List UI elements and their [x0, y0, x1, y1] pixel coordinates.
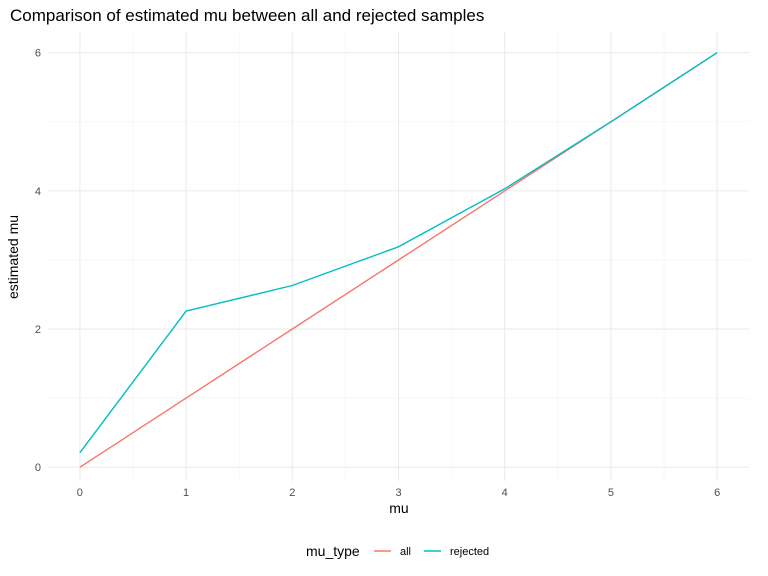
y-axis-title: estimated mu [5, 215, 21, 299]
legend-title: mu_type [306, 543, 360, 559]
grid [48, 32, 749, 481]
y-tick-label: 4 [35, 186, 41, 198]
x-tick-label: 5 [608, 487, 614, 499]
x-axis-ticks: 0 1 2 3 4 5 6 [77, 487, 720, 499]
series-lines [79, 52, 718, 468]
x-tick-label: 3 [395, 487, 401, 499]
x-tick-label: 2 [289, 487, 295, 499]
chart-title: Comparison of estimated mu between all a… [10, 6, 484, 25]
series-line-rejected [79, 52, 718, 454]
x-tick-label: 4 [502, 487, 508, 499]
y-tick-label: 0 [35, 462, 41, 474]
x-tick-label: 0 [77, 487, 83, 499]
legend-label-all: all [400, 546, 411, 558]
y-tick-label: 6 [35, 48, 41, 60]
legend-label-rejected: rejected [450, 546, 489, 558]
x-axis-title: mu [389, 500, 408, 516]
x-tick-label: 6 [714, 487, 720, 499]
legend: mu_type all rejected [306, 542, 489, 559]
x-tick-label: 1 [183, 487, 189, 499]
y-axis-ticks: 0 2 4 6 [35, 48, 41, 474]
y-tick-label: 2 [35, 324, 41, 336]
